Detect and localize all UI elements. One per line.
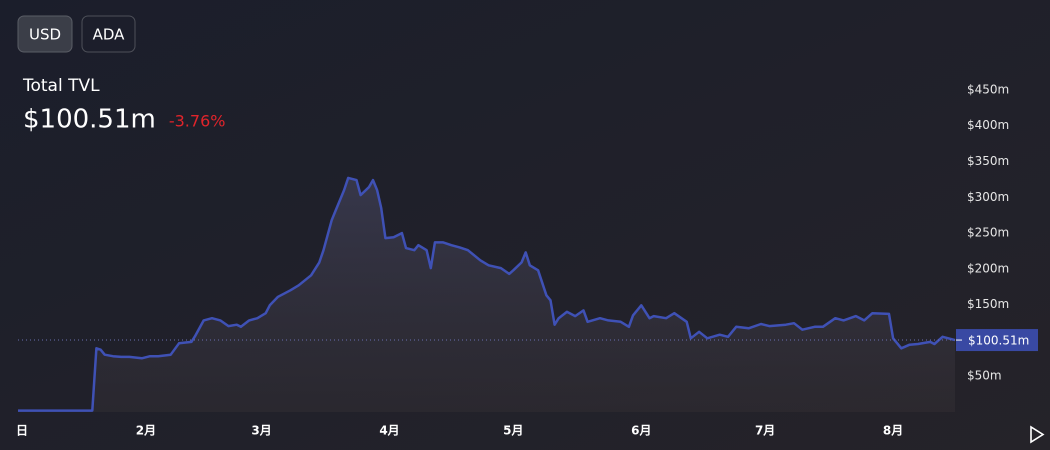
last-value-label: $100.51m <box>968 334 1029 348</box>
chart-title: Total TVL <box>22 76 100 96</box>
x-tick-label: 7月 <box>755 424 775 438</box>
usd-button[interactable] <box>17 15 73 53</box>
change: -3.76% <box>169 112 226 131</box>
play-button[interactable] <box>1030 425 1045 444</box>
button-label[interactable]: USD <box>29 26 61 44</box>
y-tick-label: $200m <box>967 261 1009 275</box>
last-value-tag <box>956 329 1038 352</box>
y-tick-label: $350m <box>967 154 1009 168</box>
y-tick-label: $150m <box>967 297 1009 311</box>
area <box>18 177 955 412</box>
x-tick-label: 4月 <box>379 424 399 438</box>
y-tick-label: $250m <box>967 226 1009 240</box>
x-tick-label: 8月 <box>883 424 903 438</box>
button-label[interactable]: ADA <box>93 26 126 44</box>
current-value: $100.51m <box>23 105 156 135</box>
x-tick-label: 日 <box>16 424 28 438</box>
y-tick-label: $50m <box>967 369 1002 383</box>
y-tick-label: $400m <box>967 118 1009 132</box>
x-tick-label: 6月 <box>631 424 651 438</box>
x-tick-label: 2月 <box>136 424 156 438</box>
ada-button[interactable] <box>81 15 136 53</box>
x-tick-label: 3月 <box>251 424 271 438</box>
line <box>18 176 956 412</box>
x-tick-label: 5月 <box>503 424 523 438</box>
y-tick-label: $450m <box>967 82 1009 96</box>
y-tick-label: $300m <box>967 190 1009 204</box>
